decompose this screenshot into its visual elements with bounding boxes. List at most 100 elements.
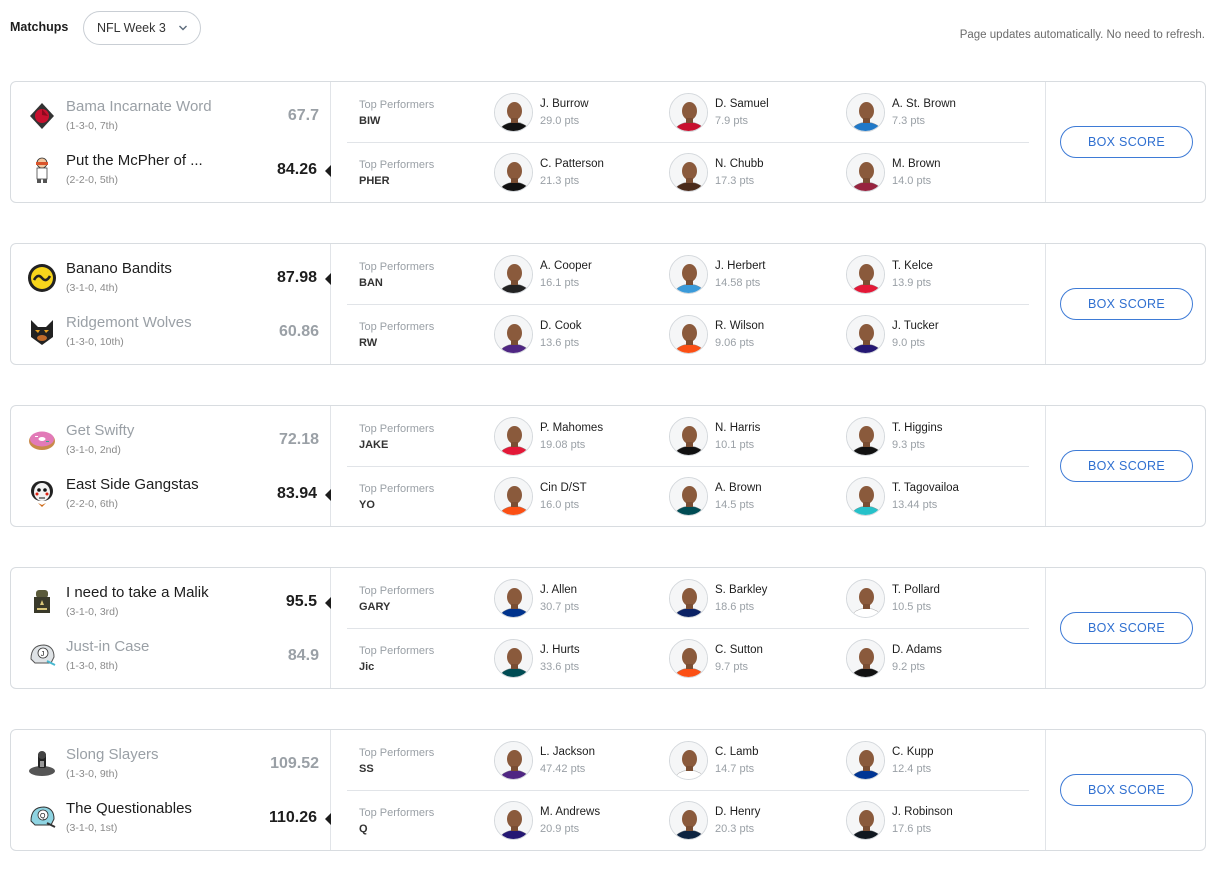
player-name[interactable]: S. Barkley — [715, 584, 768, 596]
team-row[interactable]: I need to take a Malik (3-1-0, 3rd) 95.5 — [11, 574, 331, 628]
player-card[interactable]: T. Higgins 9.3 pts — [846, 417, 1016, 457]
player-headshot[interactable] — [669, 153, 708, 192]
player-headshot[interactable] — [494, 417, 533, 456]
player-card[interactable]: N. Chubb 17.3 pts — [669, 153, 839, 193]
team-name[interactable]: Bama Incarnate Word — [66, 98, 212, 115]
player-name[interactable]: C. Kupp — [892, 746, 934, 758]
player-headshot[interactable] — [669, 93, 708, 132]
week-select[interactable]: NFL Week 3 — [83, 11, 201, 45]
player-card[interactable]: T. Pollard 10.5 pts — [846, 579, 1016, 619]
player-card[interactable]: T. Tagovailoa 13.44 pts — [846, 477, 1016, 517]
team-row[interactable]: Bama Incarnate Word (1-3-0, 7th) 67.7 — [11, 88, 331, 142]
player-headshot[interactable] — [669, 579, 708, 618]
box-score-button[interactable]: BOX SCORE — [1060, 126, 1193, 158]
team-row[interactable]: J Just-in Case (1-3-0, 8th) 84.9 — [11, 628, 331, 682]
player-headshot[interactable] — [494, 153, 533, 192]
player-headshot[interactable] — [846, 255, 885, 294]
player-headshot[interactable] — [846, 93, 885, 132]
player-card[interactable]: R. Wilson 9.06 pts — [669, 315, 839, 355]
player-headshot[interactable] — [494, 801, 533, 840]
player-card[interactable]: N. Harris 10.1 pts — [669, 417, 839, 457]
box-score-button[interactable]: BOX SCORE — [1060, 288, 1193, 320]
player-headshot[interactable] — [494, 93, 533, 132]
player-name[interactable]: T. Kelce — [892, 260, 933, 272]
player-headshot[interactable] — [494, 477, 533, 516]
player-card[interactable]: D. Samuel 7.9 pts — [669, 93, 839, 133]
player-name[interactable]: J. Hurts — [540, 644, 580, 656]
player-name[interactable]: N. Harris — [715, 422, 761, 434]
player-headshot[interactable] — [846, 417, 885, 456]
player-card[interactable]: J. Allen 30.7 pts — [494, 579, 664, 619]
player-card[interactable]: J. Herbert 14.58 pts — [669, 255, 839, 295]
player-headshot[interactable] — [494, 639, 533, 678]
player-headshot[interactable] — [669, 417, 708, 456]
player-name[interactable]: P. Mahomes — [540, 422, 604, 434]
player-card[interactable]: C. Patterson 21.3 pts — [494, 153, 664, 193]
player-name[interactable]: L. Jackson — [540, 746, 595, 758]
player-headshot[interactable] — [846, 801, 885, 840]
player-headshot[interactable] — [846, 579, 885, 618]
player-name[interactable]: C. Lamb — [715, 746, 759, 758]
player-name[interactable]: Cin D/ST — [540, 482, 587, 494]
player-name[interactable]: A. St. Brown — [892, 98, 956, 110]
player-name[interactable]: D. Cook — [540, 320, 582, 332]
player-headshot[interactable] — [669, 315, 708, 354]
player-headshot[interactable] — [669, 255, 708, 294]
team-row[interactable]: Q The Questionables (3-1-0, 1st) 110.26 — [11, 790, 331, 844]
player-headshot[interactable] — [494, 579, 533, 618]
player-card[interactable]: L. Jackson 47.42 pts — [494, 741, 664, 781]
player-card[interactable]: A. Cooper 16.1 pts — [494, 255, 664, 295]
player-card[interactable]: C. Kupp 12.4 pts — [846, 741, 1016, 781]
team-name[interactable]: Ridgemont Wolves — [66, 314, 192, 331]
player-name[interactable]: C. Patterson — [540, 158, 604, 170]
player-name[interactable]: D. Henry — [715, 806, 761, 818]
player-card[interactable]: Cin D/ST 16.0 pts — [494, 477, 664, 517]
player-name[interactable]: A. Brown — [715, 482, 762, 494]
player-name[interactable]: D. Samuel — [715, 98, 769, 110]
player-headshot[interactable] — [669, 741, 708, 780]
player-card[interactable]: M. Brown 14.0 pts — [846, 153, 1016, 193]
player-card[interactable]: P. Mahomes 19.08 pts — [494, 417, 664, 457]
player-card[interactable]: D. Adams 9.2 pts — [846, 639, 1016, 679]
player-headshot[interactable] — [669, 801, 708, 840]
team-name[interactable]: Banano Bandits — [66, 260, 172, 277]
player-headshot[interactable] — [669, 477, 708, 516]
player-name[interactable]: J. Allen — [540, 584, 578, 596]
team-name[interactable]: Get Swifty — [66, 422, 135, 439]
player-name[interactable]: R. Wilson — [715, 320, 765, 332]
team-row[interactable]: Banano Bandits (3-1-0, 4th) 87.98 — [11, 250, 331, 304]
player-name[interactable]: T. Higgins — [892, 422, 943, 434]
team-row[interactable]: Get Swifty (3-1-0, 2nd) 72.18 — [11, 412, 331, 466]
box-score-button[interactable]: BOX SCORE — [1060, 774, 1193, 806]
player-card[interactable]: D. Cook 13.6 pts — [494, 315, 664, 355]
player-headshot[interactable] — [846, 153, 885, 192]
team-name[interactable]: I need to take a Malik — [66, 584, 209, 601]
player-name[interactable]: A. Cooper — [540, 260, 592, 272]
player-name[interactable]: J. Tucker — [892, 320, 939, 332]
player-name[interactable]: J. Herbert — [715, 260, 766, 272]
player-headshot[interactable] — [494, 315, 533, 354]
team-name[interactable]: Slong Slayers — [66, 746, 159, 763]
team-name[interactable]: East Side Gangstas — [66, 476, 199, 493]
player-card[interactable]: T. Kelce 13.9 pts — [846, 255, 1016, 295]
player-card[interactable]: J. Tucker 9.0 pts — [846, 315, 1016, 355]
player-headshot[interactable] — [846, 315, 885, 354]
player-name[interactable]: N. Chubb — [715, 158, 764, 170]
player-card[interactable]: C. Lamb 14.7 pts — [669, 741, 839, 781]
player-card[interactable]: M. Andrews 20.9 pts — [494, 801, 664, 841]
player-name[interactable]: C. Sutton — [715, 644, 763, 656]
player-headshot[interactable] — [494, 255, 533, 294]
player-name[interactable]: M. Andrews — [540, 806, 601, 818]
player-headshot[interactable] — [846, 477, 885, 516]
team-row[interactable]: Slong Slayers (1-3-0, 9th) 109.52 — [11, 736, 331, 790]
box-score-button[interactable]: BOX SCORE — [1060, 612, 1193, 644]
player-name[interactable]: T. Tagovailoa — [892, 482, 959, 494]
player-name[interactable]: M. Brown — [892, 158, 941, 170]
team-name[interactable]: The Questionables — [66, 800, 192, 817]
player-card[interactable]: S. Barkley 18.6 pts — [669, 579, 839, 619]
player-name[interactable]: T. Pollard — [892, 584, 940, 596]
player-headshot[interactable] — [494, 741, 533, 780]
player-card[interactable]: J. Burrow 29.0 pts — [494, 93, 664, 133]
team-row[interactable]: East Side Gangstas (2-2-0, 6th) 83.94 — [11, 466, 331, 520]
player-card[interactable]: A. Brown 14.5 pts — [669, 477, 839, 517]
